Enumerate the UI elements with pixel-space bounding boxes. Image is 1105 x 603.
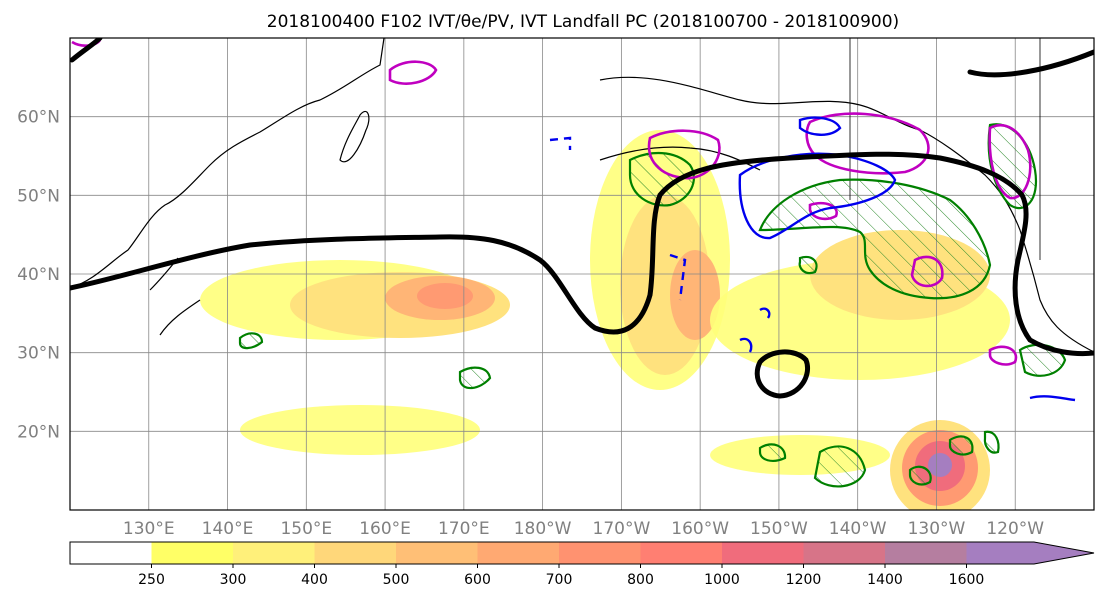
colorbar-tick-label: 600 bbox=[464, 572, 491, 588]
coastlines bbox=[70, 38, 1094, 353]
theta-e-region-n bbox=[628, 151, 696, 207]
theta-e-cell-7 bbox=[798, 255, 818, 275]
colorbar-tick-label: 500 bbox=[383, 572, 410, 588]
gridlines bbox=[70, 38, 1094, 510]
pv-magenta-2 bbox=[805, 112, 930, 175]
pv-magenta-4 bbox=[988, 123, 1032, 200]
coastline-asia bbox=[70, 38, 385, 289]
lon-tick-label: 160°W bbox=[671, 519, 729, 539]
pv-blue-3 bbox=[759, 307, 771, 319]
ivt-pc-nw-contour bbox=[70, 38, 103, 63]
colorbar-segment bbox=[477, 542, 559, 564]
colorbar-tick-label: 300 bbox=[220, 572, 247, 588]
pv-blue-trough bbox=[738, 152, 897, 240]
lon-tick-label: 170°E bbox=[438, 519, 490, 539]
lon-tick-label: 160°E bbox=[359, 519, 411, 539]
latitude-tick-labels: 20°N 30°N 40°N 50°N 60°N bbox=[17, 108, 60, 443]
theta-e-cell-1 bbox=[458, 366, 492, 390]
pv-blue-4 bbox=[1029, 395, 1076, 402]
lon-tick-label: 130°W bbox=[908, 519, 966, 539]
pv-blue-dashed-2 bbox=[549, 136, 572, 150]
ivt-landfall-pc-contour bbox=[70, 38, 1094, 399]
colorbar-segment bbox=[722, 542, 804, 564]
colorbar: 250 300 400 500 600 700 800 1000 1200 1400 1600 bbox=[69, 541, 1095, 588]
colorbar-tick-label: 1400 bbox=[867, 572, 903, 588]
lat-tick-label: 40°N bbox=[17, 265, 60, 285]
lon-tick-label: 140°E bbox=[202, 519, 254, 539]
theta-e-cell-8 bbox=[908, 465, 932, 486]
lat-tick-label: 50°N bbox=[17, 186, 60, 206]
pv-blue-contours bbox=[549, 116, 1076, 402]
colorbar-tick-label: 1600 bbox=[949, 572, 985, 588]
colorbar-tick-label: 400 bbox=[301, 572, 328, 588]
colorbar-tick-label: 1000 bbox=[704, 572, 740, 588]
ivt-pc-north-contour bbox=[967, 49, 1094, 78]
ivt-band-south bbox=[240, 405, 480, 455]
chart-title: 2018100400 F102 IVT/θe/PV, IVT Landfall … bbox=[267, 12, 899, 32]
colorbar-below-range bbox=[70, 542, 152, 564]
colorbar-segment bbox=[803, 542, 885, 564]
pv-blue-1 bbox=[798, 116, 842, 136]
lon-tick-label: 130°E bbox=[123, 519, 175, 539]
lon-tick-label: 180°W bbox=[514, 519, 572, 539]
ivt-core-west-max bbox=[417, 283, 473, 309]
pv-blue-2 bbox=[739, 337, 753, 353]
lat-tick-label: 60°N bbox=[17, 108, 60, 128]
theta-e-region-ne bbox=[758, 178, 992, 300]
colorbar-segment bbox=[559, 542, 641, 564]
lon-tick-label: 150°W bbox=[750, 519, 808, 539]
ivt-cyclone-core bbox=[928, 453, 952, 477]
theta-e-cell-3 bbox=[758, 443, 787, 462]
pv-magenta-6 bbox=[988, 345, 1018, 366]
ivt-pc-closed-contour bbox=[754, 349, 810, 399]
lon-tick-label: 140°W bbox=[829, 519, 887, 539]
colorbar-tick-label: 1200 bbox=[786, 572, 822, 588]
colorbar-extend-arrow bbox=[966, 542, 1094, 564]
map-area bbox=[69, 37, 1095, 511]
ivt-pc-main-contour bbox=[70, 151, 1094, 357]
theta-e-cell-2 bbox=[238, 332, 264, 350]
colorbar-segment bbox=[885, 542, 967, 564]
longitude-tick-labels: 130°E 140°E 150°E 160°E 170°E 180°W 170°W 160°W… bbox=[123, 519, 1044, 539]
pv-magenta-5 bbox=[910, 255, 944, 288]
theta-e-cell-4 bbox=[813, 445, 867, 488]
coastline-north-america bbox=[599, 76, 1094, 353]
colorbar-segment bbox=[233, 542, 315, 564]
pv-blue-dashed-1 bbox=[669, 253, 687, 301]
map-frame bbox=[69, 37, 1095, 511]
colorbar-tick-label: 250 bbox=[138, 572, 165, 588]
pv-magenta-1 bbox=[388, 60, 438, 85]
lon-tick-label: 150°E bbox=[280, 519, 332, 539]
colorbar-tick-label: 700 bbox=[546, 572, 573, 588]
coastline-kamchatka bbox=[339, 110, 370, 163]
lon-tick-label: 170°W bbox=[593, 519, 651, 539]
colorbar-segment bbox=[396, 542, 478, 564]
lat-tick-label: 30°N bbox=[17, 344, 60, 364]
political-borders bbox=[849, 38, 1041, 260]
colorbar-tick-label: 800 bbox=[627, 572, 654, 588]
lat-tick-label: 20°N bbox=[17, 422, 60, 442]
lon-tick-label: 120°W bbox=[986, 519, 1044, 539]
colorbar-segment bbox=[151, 542, 233, 564]
colorbar-outline bbox=[69, 541, 1095, 565]
theta-e-cell-5 bbox=[948, 435, 974, 456]
colorbar-segment bbox=[640, 542, 722, 564]
theta-e-contours bbox=[238, 123, 1067, 488]
colorbar-segment bbox=[314, 542, 396, 564]
theta-e-cell-6 bbox=[983, 430, 1000, 454]
